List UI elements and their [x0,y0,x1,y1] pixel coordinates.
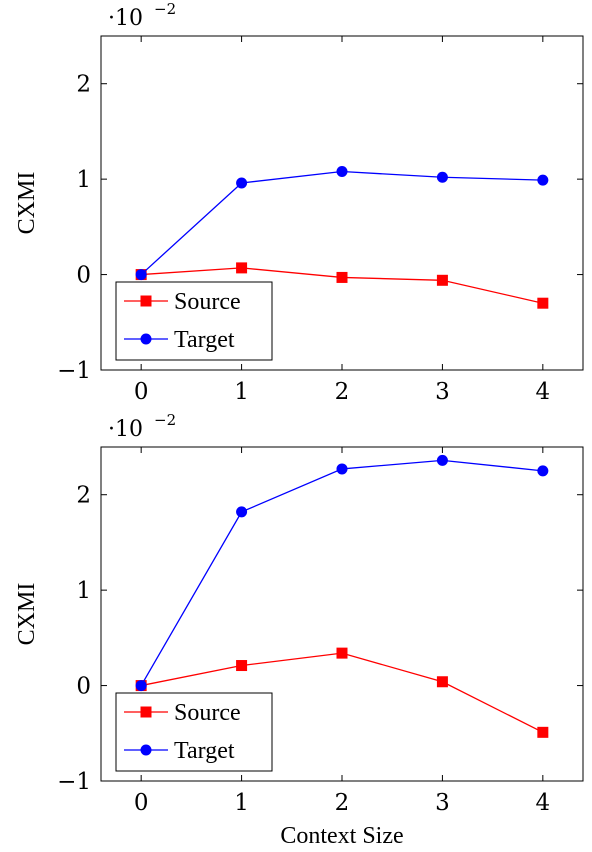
target-point [436,171,448,183]
source-point [436,274,448,286]
x-tick-label: 2 [335,379,350,405]
y-tick-label: 2 [76,72,91,98]
y-tick-label: −1 [57,769,91,795]
x-tick-label: 2 [335,790,350,816]
legend: Source Target [115,281,273,361]
y-tick-label: −1 [57,358,91,384]
source-point [336,647,348,659]
x-tick-label: 3 [435,379,450,405]
legend-source-label: Source [174,700,241,726]
target-series-line [140,170,543,276]
target-point [135,680,147,692]
x-tick-label: 1 [234,790,249,816]
y-scale-multiplier: ·10 [108,417,143,442]
source-point [436,676,448,688]
y-tick-label: 1 [76,167,91,193]
target-point [135,269,147,281]
x-tick-label: 4 [536,379,551,405]
chart-panel-2: 0 1 2 3 4 −1 0 1 2 ·10 −2 CXMI Context Size Source Tar… [14,411,584,849]
legend-source-marker [140,706,152,718]
legend-target-marker [140,333,152,345]
x-tick-label: 0 [134,379,149,405]
target-point [537,174,549,186]
target-point [336,463,348,475]
source-point [236,660,248,672]
legend-box [115,692,273,772]
y-tick-label: 0 [76,674,91,700]
legend-target-label: Target [174,738,235,764]
x-tick-label: 4 [536,790,551,816]
x-axis-title: Context Size [280,823,403,849]
target-point [236,177,248,189]
source-point [537,726,549,738]
y-tick-label: 1 [76,578,91,604]
y-axis-title: CXMI [14,172,40,235]
x-tick-label: 1 [234,379,249,405]
legend-source-marker [140,295,152,307]
target-point [537,465,549,477]
target-point [236,506,248,518]
source-point [236,262,248,274]
source-point [537,297,549,309]
target-point [436,454,448,466]
x-tick-label: 0 [134,790,149,816]
y-scale-exponent: −2 [154,411,176,429]
source-point [336,271,348,283]
chart-panel-1: 0 1 2 3 4 −1 0 1 2 ·10 −2 CXMI Source Target [14,0,584,405]
y-tick-label: 2 [76,483,91,509]
legend-source-label: Source [174,289,241,315]
x-tick-label: 3 [435,790,450,816]
legend-box [115,281,273,361]
legend-target-marker [140,744,152,756]
y-scale-exponent: −2 [154,0,176,18]
legend: Source Target [115,692,273,772]
legend-target-label: Target [174,327,235,353]
y-axis-title: CXMI [14,583,40,646]
y-tick-label: 0 [76,263,91,289]
target-point [336,166,348,178]
y-scale-multiplier: ·10 [108,6,143,31]
